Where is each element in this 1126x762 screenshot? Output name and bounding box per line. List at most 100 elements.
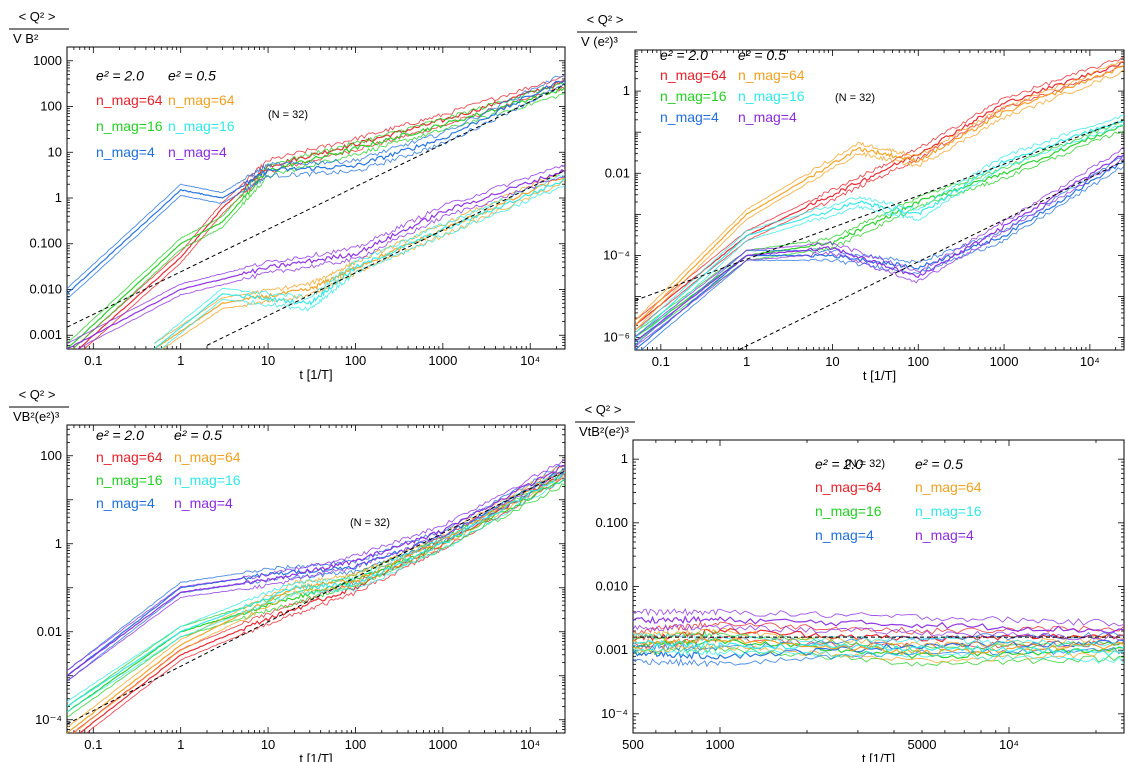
x-tick-label: 1 (177, 737, 184, 752)
series-line (67, 471, 565, 707)
x-tick-label: 10 (261, 737, 275, 752)
x-tick-label: 500 (622, 737, 644, 752)
legend-entry: n_mag=64 (96, 92, 163, 108)
y-axis-label-denominator: VtB²(e²)³ (579, 424, 630, 439)
x-tick-label: 1000 (428, 353, 457, 368)
series-2 (635, 154, 1124, 350)
series-line (633, 642, 1124, 664)
series-line (635, 154, 1124, 343)
y-axis-label-denominator: V (e²)³ (581, 34, 619, 49)
series-line (67, 465, 565, 677)
y-axis-label-denominator: V B² (13, 31, 39, 46)
series-line (633, 621, 1124, 635)
y-tick-label: 0.001 (29, 327, 62, 342)
series-line (633, 639, 1124, 660)
x-tick-label: 0.1 (84, 353, 102, 368)
x-tick-label: 10⁴ (520, 737, 540, 752)
series-line (635, 158, 1124, 348)
series-line (633, 630, 1124, 652)
y-tick-label: 10 (48, 144, 62, 159)
x-tick-label: 0.1 (652, 354, 670, 369)
series-line (154, 174, 565, 345)
x-axis-label: t [1/T] (862, 751, 895, 762)
series-line (67, 459, 565, 671)
legend-entry: n_mag=4 (815, 527, 874, 543)
plot-frame (634, 49, 1125, 351)
legend-entry: n_mag=64 (168, 92, 235, 108)
series-line (633, 638, 1124, 660)
legend-entry: n_mag=4 (174, 495, 233, 511)
x-tick-label: 5000 (908, 737, 937, 752)
series-line (67, 476, 565, 713)
series-line (633, 636, 1124, 650)
axis-ticks (66, 46, 565, 350)
chart-panel-bottom-left: 0.1 1 10 100 1000 10⁴ 10⁻⁴ 0.01 1 100 t [1/T] < Q² … (9, 387, 566, 762)
legend-entry: n_mag=4 (660, 109, 719, 125)
series-line (633, 635, 1124, 656)
series-0 (635, 56, 1124, 331)
series-line (635, 120, 1124, 339)
series-4 (635, 114, 1124, 344)
y-tick-label: 10⁻⁶ (603, 330, 630, 345)
series-line (633, 615, 1124, 634)
series-4 (154, 174, 565, 349)
series-line (67, 164, 565, 345)
y-tick-label: 0.001 (595, 642, 628, 657)
y-tick-label: 0.010 (595, 579, 628, 594)
series-5 (67, 459, 565, 682)
y-tick-label: 100 (40, 448, 62, 463)
series-line (635, 130, 1124, 344)
y-tick-label: 100 (40, 99, 62, 114)
legend-entry: n_mag=4 (96, 495, 155, 511)
series-line (67, 79, 565, 295)
x-axis-label: t [1/T] (863, 368, 896, 383)
y-tick-label: 10⁻⁴ (35, 712, 62, 727)
legend: e² = 2.0 e² = 0.5 n_mag=64 n_mag=16 n_mag=4 n… (660, 47, 805, 125)
plot-area (67, 459, 565, 733)
series-line (635, 146, 1124, 337)
legend-header: e² = 0.5 (738, 47, 786, 63)
y-tick-label: 1 (621, 451, 628, 466)
series-5 (635, 146, 1124, 348)
legend: e² = 2.0 e² = 0.5 n_mag=64 n_mag=16 n_mag=4 n… (815, 456, 982, 543)
y-tick-label: 1 (55, 536, 62, 551)
legend-entry: n_mag=16 (815, 503, 882, 519)
series-line (633, 640, 1124, 657)
series-line (154, 176, 565, 349)
legend-header: e² = 0.5 (174, 427, 222, 443)
series-line (67, 468, 565, 702)
series-line (160, 185, 565, 349)
series-line (635, 124, 1124, 339)
series-line (67, 82, 565, 300)
legend-header: e² = 0.5 (168, 67, 216, 83)
series-3 (635, 60, 1124, 331)
y-tick-label: 0.01 (37, 624, 62, 639)
x-axis-label: t [1/T] (299, 367, 332, 382)
legend-entry: n_mag=4 (96, 144, 155, 160)
series-line (635, 61, 1124, 327)
legend-header: e² = 2.0 (96, 427, 144, 443)
series-line (154, 177, 565, 349)
x-tick-label: 1000 (428, 737, 457, 752)
legend-entry: n_mag=4 (738, 109, 797, 125)
legend-entry: n_mag=64 (660, 67, 727, 83)
x-tick-label: 0.1 (84, 737, 102, 752)
x-tick-label: 10 (261, 353, 275, 368)
plot-area (633, 607, 1124, 668)
plot-frame (66, 424, 566, 734)
reference-line (635, 119, 1124, 301)
y-axis-label-numerator: < Q² > (587, 12, 624, 27)
series-line (76, 176, 565, 349)
legend-entry: n_mag=64 (815, 479, 882, 495)
series-line (67, 74, 565, 290)
legend-entry: n_mag=16 (168, 118, 235, 134)
annotation-text: (N = 32) (845, 458, 885, 470)
legend-entry: n_mag=4 (915, 527, 974, 543)
annotation-text: (N = 32) (835, 92, 875, 104)
y-tick-label: 10⁻⁴ (603, 247, 630, 262)
axis-ticks (632, 439, 1124, 734)
y-axis-label-denominator: VB²(e²)³ (13, 409, 60, 424)
series-line (633, 607, 1124, 627)
series-2 (67, 74, 565, 300)
